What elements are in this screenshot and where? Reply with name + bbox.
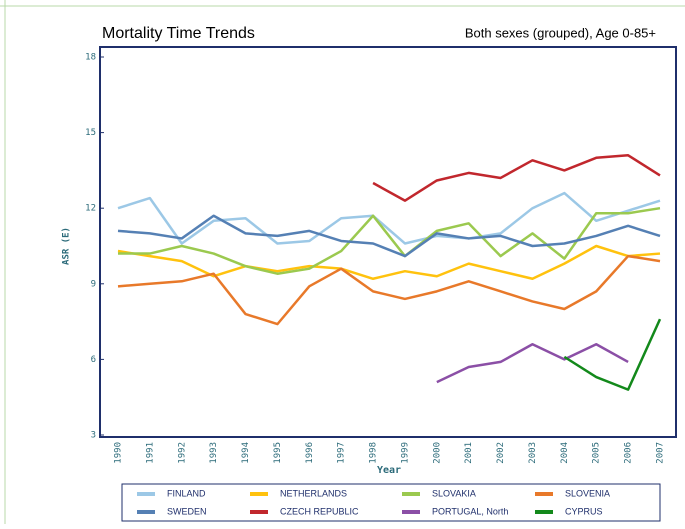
legend-label: SLOVENIA <box>565 488 610 498</box>
y-axis-label: ASR (E) <box>62 227 72 265</box>
series-line <box>436 343 629 384</box>
y-tick-label: 18 <box>85 53 96 63</box>
series-line <box>118 206 661 275</box>
legend-label: SLOVAKIA <box>432 488 476 498</box>
x-tick-label: 1991 <box>145 442 155 464</box>
series-line <box>117 254 661 326</box>
x-tick-label: 1999 <box>400 442 410 464</box>
x-tick-label: 2004 <box>560 442 570 464</box>
y-tick-label: 3 <box>91 431 96 441</box>
series-line <box>563 318 662 391</box>
chart-title: Mortality Time Trends <box>102 25 255 42</box>
x-tick-label: 2003 <box>528 442 538 464</box>
x-tick-label: 1990 <box>114 442 124 464</box>
y-tick-label: 6 <box>91 355 96 365</box>
x-tick-label: 2007 <box>656 442 666 464</box>
plot-frame <box>99 46 677 438</box>
series-line <box>117 191 661 245</box>
x-tick-label: 2000 <box>432 442 442 464</box>
chart-subtitle: Both sexes (grouped), Age 0-85+ <box>465 25 656 40</box>
y-tick-label: 9 <box>91 279 96 289</box>
legend-label: CZECH REPUBLIC <box>280 506 359 516</box>
legend-label: CYPRUS <box>565 506 603 516</box>
x-tick-label: 1992 <box>177 442 187 464</box>
x-tick-label: 1994 <box>241 442 251 464</box>
x-tick-label: 2005 <box>592 442 602 464</box>
x-tick-label: 1995 <box>273 442 283 464</box>
legend-frame <box>121 483 661 522</box>
x-tick-label: 2006 <box>624 442 634 464</box>
legend-label: PORTUGAL, North <box>432 506 508 516</box>
x-tick-label: 2001 <box>464 442 474 464</box>
y-tick-label: 12 <box>85 204 96 214</box>
x-tick-label: 1993 <box>209 442 219 464</box>
series-line <box>117 214 661 258</box>
x-tick-label: 1998 <box>369 442 379 464</box>
x-tick-label: 1997 <box>337 442 347 464</box>
series-line <box>372 154 661 202</box>
legend-label: SWEDEN <box>167 506 207 516</box>
x-tick-label: 1996 <box>305 442 315 464</box>
x-tick-label: 2002 <box>496 442 506 464</box>
legend-label: NETHERLANDS <box>280 488 347 498</box>
legend-label: FINLAND <box>167 488 206 498</box>
x-axis-label: Year <box>377 465 401 476</box>
y-tick-label: 15 <box>85 128 96 138</box>
